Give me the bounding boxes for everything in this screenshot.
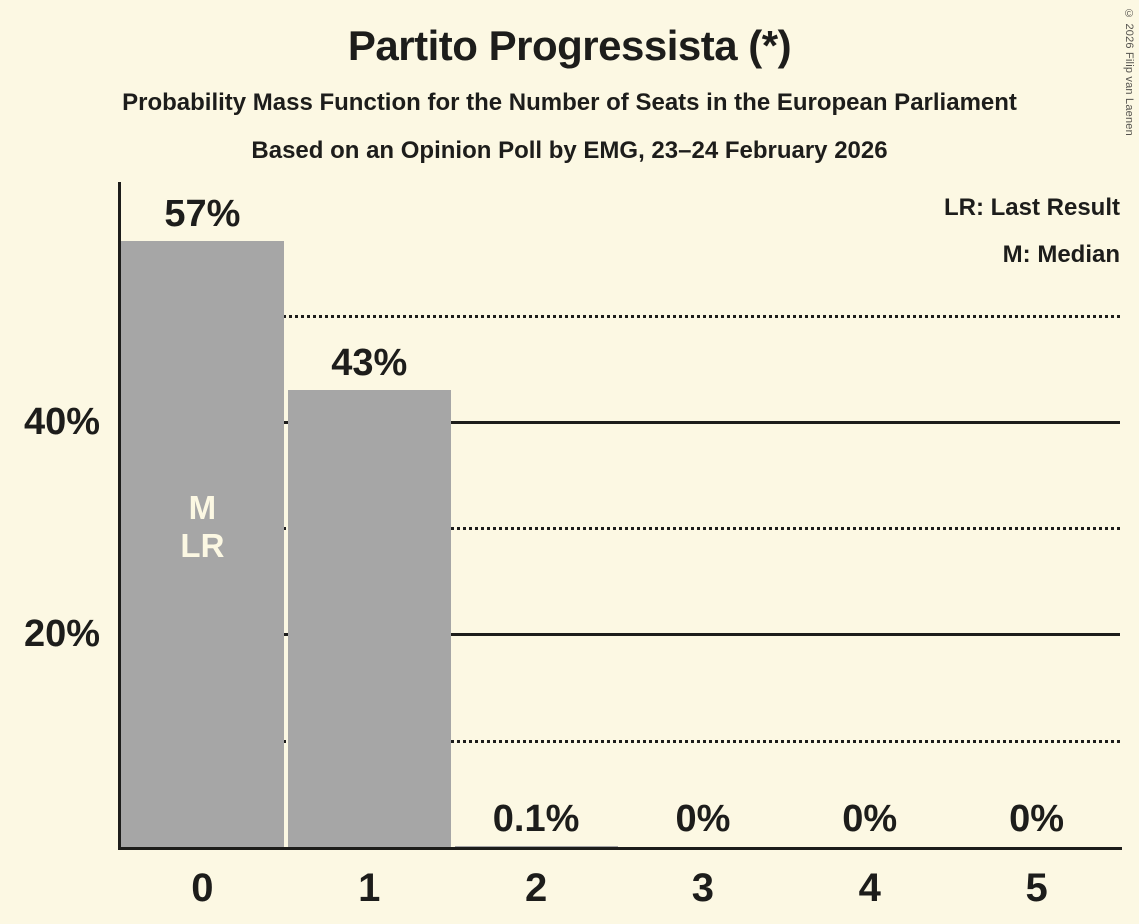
- bar-seats-2: [454, 846, 618, 847]
- legend-median: M: Median: [1002, 241, 1120, 268]
- x-tick-label-4: 4: [858, 866, 881, 910]
- bar-value-label-3: 0%: [675, 798, 731, 840]
- x-tick-label-1: 1: [358, 866, 381, 910]
- gridline-dotted-30pct: [121, 527, 1120, 531]
- legend-last-result: LR: Last Result: [943, 194, 1120, 221]
- copyright-notice: © 2026 Filip van Laenen: [1123, 8, 1135, 136]
- gridline-dotted-50pct: [121, 314, 1120, 318]
- bar-value-label-2: 0.1%: [492, 798, 580, 840]
- x-axis-line: [118, 847, 1122, 850]
- gridline-solid-40pct: [121, 420, 1120, 424]
- bar-seats-0: [120, 241, 284, 847]
- gridline-dotted-10pct: [121, 739, 1120, 743]
- bar-value-label-0: 57%: [164, 193, 241, 235]
- gridline-solid-20pct: [121, 633, 1120, 637]
- y-axis-line: [118, 182, 121, 850]
- annotation-line-m: M: [188, 489, 217, 526]
- chart-poll-source: Based on an Opinion Poll by EMG, 23–24 F…: [251, 137, 888, 164]
- bar-value-label-1: 43%: [331, 342, 408, 384]
- chart-legend: LR: Last Result M: Median: [944, 184, 1120, 278]
- bar-value-label-5: 0%: [1009, 798, 1065, 840]
- x-tick-label-0: 0: [191, 866, 214, 910]
- annotation-line-lr: LR: [180, 527, 225, 564]
- x-tick-label-3: 3: [691, 866, 715, 910]
- bar-seats-1: [287, 390, 451, 847]
- x-tick-label-5: 5: [1025, 866, 1048, 910]
- median-last-result-annotation: M LR: [180, 489, 224, 565]
- chart-subtitle: Probability Mass Function for the Number…: [122, 89, 1017, 116]
- x-tick-label-2: 2: [524, 866, 548, 910]
- y-tick-label-40pct: 40%: [23, 400, 100, 443]
- bar-value-label-4: 0%: [842, 798, 898, 840]
- y-tick-label-20pct: 20%: [23, 613, 100, 656]
- chart-title: Partito Progressista (*): [347, 22, 792, 69]
